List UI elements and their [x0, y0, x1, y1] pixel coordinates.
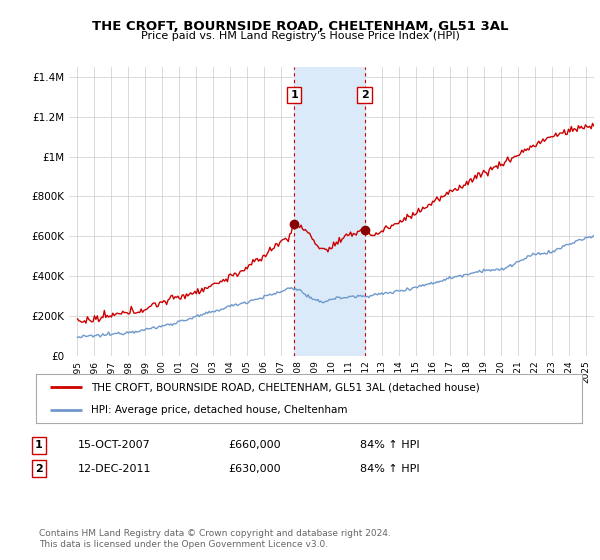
Text: £660,000: £660,000 [228, 440, 281, 450]
Text: Contains HM Land Registry data © Crown copyright and database right 2024.
This d: Contains HM Land Registry data © Crown c… [39, 529, 391, 549]
Text: 84% ↑ HPI: 84% ↑ HPI [360, 440, 419, 450]
Text: 2: 2 [35, 464, 43, 474]
Text: Price paid vs. HM Land Registry's House Price Index (HPI): Price paid vs. HM Land Registry's House … [140, 31, 460, 41]
Text: £630,000: £630,000 [228, 464, 281, 474]
Text: 15-OCT-2007: 15-OCT-2007 [78, 440, 151, 450]
Text: THE CROFT, BOURNSIDE ROAD, CHELTENHAM, GL51 3AL (detached house): THE CROFT, BOURNSIDE ROAD, CHELTENHAM, G… [91, 382, 479, 393]
Text: 2: 2 [361, 90, 368, 100]
Text: 1: 1 [290, 90, 298, 100]
Text: 84% ↑ HPI: 84% ↑ HPI [360, 464, 419, 474]
Text: THE CROFT, BOURNSIDE ROAD, CHELTENHAM, GL51 3AL: THE CROFT, BOURNSIDE ROAD, CHELTENHAM, G… [92, 20, 508, 32]
Text: 12-DEC-2011: 12-DEC-2011 [78, 464, 151, 474]
Text: HPI: Average price, detached house, Cheltenham: HPI: Average price, detached house, Chel… [91, 405, 347, 415]
Bar [294, 67, 365, 356]
Text: 1: 1 [35, 440, 43, 450]
